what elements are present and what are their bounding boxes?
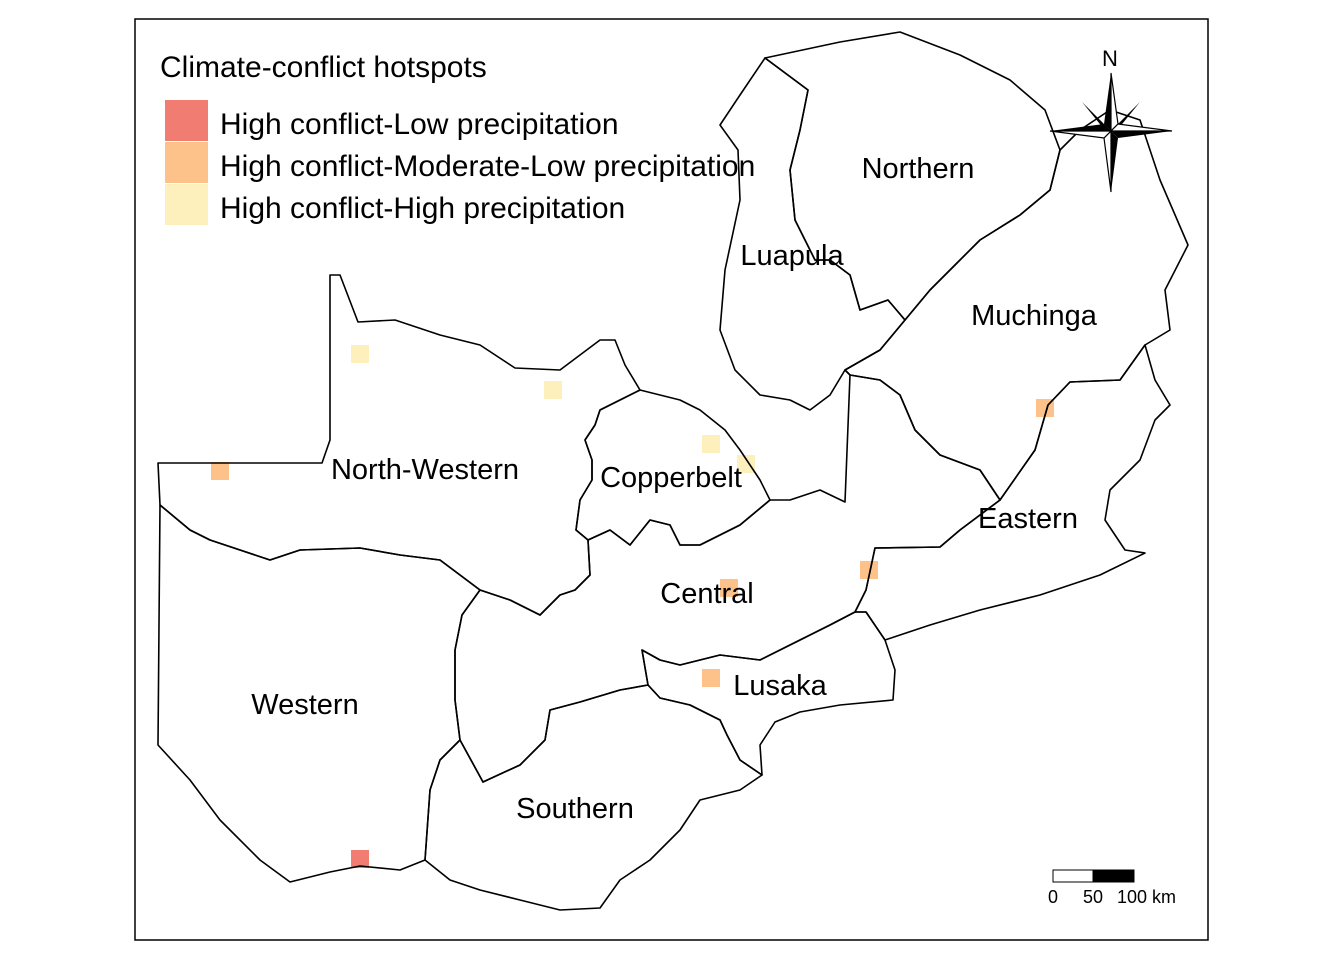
boundary-southern <box>424 684 763 911</box>
legend-swatch-moderate-low <box>165 142 208 183</box>
hotspot-cell <box>860 561 878 579</box>
scale-tick-50: 50 <box>1083 887 1103 907</box>
label-southern: Southern <box>516 793 634 825</box>
north-arrow-label: N <box>1102 46 1118 71</box>
label-lusaka: Lusaka <box>733 670 827 702</box>
hotspot-cell <box>720 579 738 597</box>
scale-bar: 0 50 100 km <box>1048 869 1176 907</box>
label-north-western: North-Western <box>331 454 519 486</box>
scale-bar-segment-black-2 <box>1112 869 1135 883</box>
hotspot-cell <box>351 850 369 868</box>
province-boundaries <box>157 31 1189 911</box>
label-eastern: Eastern <box>978 503 1078 535</box>
hotspot-cell <box>737 455 755 473</box>
scale-bar-segment-white <box>1052 869 1094 883</box>
label-copperbelt: Copperbelt <box>600 462 742 494</box>
boundary-western <box>157 504 481 883</box>
legend-label-high: High conflict-High precipitation <box>220 192 625 225</box>
legend-title: Climate-conflict hotspots <box>160 51 487 84</box>
hotspot-cell <box>702 669 720 687</box>
compass-point-s <box>1111 131 1118 192</box>
legend: Climate-conflict hotspots High conflict-… <box>160 51 755 225</box>
region-labels: Northern Luapula Muchinga North-Western … <box>251 153 1097 825</box>
scale-tick-0: 0 <box>1048 887 1058 907</box>
label-western: Western <box>251 689 358 721</box>
label-luapula: Luapula <box>740 240 844 272</box>
compass-point-e-dark <box>1111 131 1172 138</box>
scale-tick-100: 100 km <box>1117 887 1176 907</box>
hotspot-cell <box>702 435 720 453</box>
boundary-eastern <box>854 344 1171 641</box>
compass-point-n <box>1104 73 1111 131</box>
scale-bar-segment-black-1 <box>1092 869 1114 883</box>
legend-swatch-low <box>165 100 208 141</box>
north-arrow: N <box>1049 46 1173 193</box>
legend-label-low: High conflict-Low precipitation <box>220 108 619 141</box>
hotspot-layer <box>211 345 1054 868</box>
map-frame <box>134 18 1209 941</box>
label-central: Central <box>660 578 754 610</box>
hotspot-cell <box>351 345 369 363</box>
legend-label-moderate-low: High conflict-Moderate-Low precipitation <box>220 150 755 183</box>
label-northern: Northern <box>862 153 975 185</box>
hotspot-cell <box>544 381 562 399</box>
compass-point-w-dark <box>1050 124 1111 131</box>
label-muchinga: Muchinga <box>971 300 1098 332</box>
legend-swatch-high <box>165 184 208 225</box>
hotspot-cell <box>211 462 229 480</box>
